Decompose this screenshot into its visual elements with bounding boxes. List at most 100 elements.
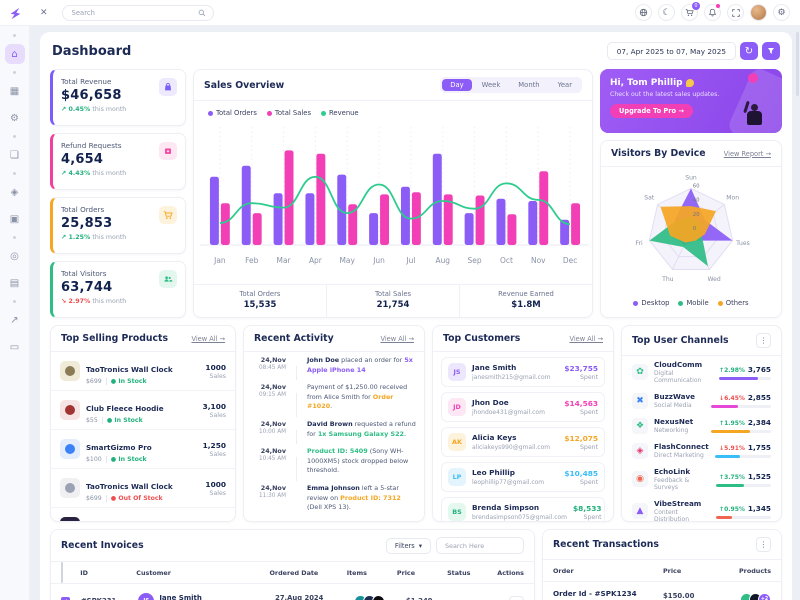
tab-week[interactable]: Week (481, 81, 501, 89)
activity-item: 24,Nov 11:30 AM Emma Johnson left a 5-sta… (244, 480, 424, 517)
language-button[interactable] (635, 4, 652, 21)
products-title: Top Selling Products (61, 333, 169, 344)
sidebar-item-integrations[interactable]: ◎ (5, 246, 25, 266)
tab-year[interactable]: Year (557, 81, 572, 89)
user-avatar[interactable] (750, 4, 767, 21)
upgrade-to-pro-button[interactable]: Upgrade To Pro → (610, 104, 693, 118)
view-all-link[interactable]: View All → (569, 334, 603, 343)
sidebar-item-settings[interactable]: ⚙ (5, 108, 25, 128)
activity-link[interactable]: Order #1020 (307, 392, 394, 411)
sales-bar-chart[interactable]: Jan Feb Mar Apr May Jun Jul Aug Sep Oct Nov Dec (194, 117, 592, 269)
stat-delta: ↗ 0.45% this month (61, 106, 127, 113)
kebab-menu-icon[interactable]: ⋮ (756, 333, 771, 348)
activity-link[interactable]: Product ID: 7312 (340, 493, 401, 502)
cart-button[interactable]: 0 (681, 2, 700, 21)
apps-grid-icon: ▦ (9, 85, 20, 97)
tab-day[interactable]: Day (442, 79, 472, 91)
view-report-link[interactable]: View Report → (723, 149, 771, 158)
more-products-badge: +2 (758, 593, 771, 600)
customer-row[interactable]: JS Jane Smith janesmith215@gmail.com $23,… (441, 357, 605, 387)
sidebar-item-invoices[interactable]: ▤ (5, 273, 25, 293)
row-actions-button[interactable]: ⋮ (509, 596, 525, 600)
refresh-button[interactable]: ↻ (740, 42, 758, 60)
column-header: Customer (136, 568, 171, 577)
sales-footer: Total Orders 15,535 Total Sales 21,754 Rev… (194, 284, 592, 317)
customer-row[interactable]: BS Brenda Simpson brendasimpson075@gmail.… (441, 497, 605, 521)
nexusnet-logo: ❖ (632, 417, 648, 434)
select-all-checkbox[interactable] (61, 562, 63, 583)
gift-box-icon: ▣ (9, 213, 20, 225)
sidebar-item-products[interactable]: ◈ (5, 182, 25, 202)
view-all-link[interactable]: View All → (380, 334, 414, 343)
dark-mode-button[interactable]: ☾ (658, 4, 675, 21)
svg-text:May: May (340, 256, 356, 265)
view-all-link[interactable]: View All → (191, 334, 225, 343)
legend-label: Total Sales (274, 109, 312, 117)
tab-month[interactable]: Month (518, 81, 540, 89)
activity-time: 10:00 AM (259, 429, 286, 436)
customer-row[interactable]: LP Leo Phillip leophillip77@gmail.com $10… (441, 462, 605, 492)
product-row[interactable]: SmartGizmo Pro $100 ● In Stock 1,250 Sales (51, 430, 235, 469)
svg-text:Jul: Jul (405, 256, 415, 265)
channel-row[interactable]: ✖ BuzzWave Social Media ↓6.45% 2,855 (622, 388, 781, 413)
upgrade-promo-card: Hi, Tom Phillip Check out the latest sal… (600, 69, 782, 133)
sidebar-divider-dot (13, 172, 16, 175)
filters-button[interactable]: Filters ▾ (385, 537, 431, 554)
channel-row[interactable]: ❖ NexusNet Networking ↑1.95% 2,384 (622, 413, 781, 438)
sidebar-item-dashboard[interactable]: ⌂ (4, 44, 25, 64)
channel-row[interactable]: ◉ EchoLink Feedback & Surveys ↑3.75% 1,525 (622, 463, 781, 495)
activity-link[interactable]: 5x Apple iPhone 14 (307, 356, 413, 374)
svg-text:Nov: Nov (531, 256, 546, 265)
channel-name: FlashConnect (654, 442, 709, 451)
product-row[interactable]: TaoTronics Wall Clock $699 ● In Stock 100… (51, 352, 235, 391)
transaction-row[interactable]: Order Id - #SPK1234 4 Items✓ Paid $150.0… (543, 582, 781, 600)
printer-icon: ▤ (9, 277, 20, 289)
date-range-input[interactable]: 07, Apr 2025 to 07, May 2025 (606, 42, 736, 60)
search-input[interactable] (69, 7, 198, 18)
sidebar-item-apps[interactable]: ▦ (5, 81, 25, 101)
product-row[interactable]: UltraMaze School Bag $59● In Stock 2,150… (51, 508, 235, 521)
svg-text:Apr: Apr (309, 256, 323, 265)
scrollbar[interactable] (796, 32, 799, 96)
product-row[interactable]: Club Fleece Hoodie $55 ● In Stock 3,100 Sa… (51, 391, 235, 430)
sidebar-item-cards[interactable]: ▭ (5, 337, 25, 357)
invoice-row[interactable]: ✓ #SPK231 JS Jane Smithjanesmith215@gmai… (51, 584, 534, 600)
activity-date: 24,Nov (260, 447, 286, 456)
channel-row[interactable]: ◈ FlashConnect Direct Marketing ↓5.91% 1,7… (622, 438, 781, 463)
customer-name: Alicia Keys (472, 433, 517, 442)
kebab-menu-icon[interactable]: ⋮ (756, 537, 771, 552)
stat-card-total-revenue: Total Revenue $46,658 ↗ 0.45% this month (50, 69, 186, 126)
sidebar-item-analytics[interactable]: ↗ (5, 310, 25, 330)
legend-label: Total Orders (216, 109, 257, 117)
sidebar-item-pages[interactable]: ❏ (5, 145, 25, 165)
customer-row[interactable]: AK Alicia Keys aliciakeys990@gmail.com $1… (441, 427, 605, 457)
sales-label: Sales (209, 489, 226, 497)
product-row[interactable]: TaoTronics Wall Clock $699 ● Out Of Stock… (51, 469, 235, 508)
legend-dot-mobile (678, 300, 684, 306)
row-checkbox[interactable]: ✓ (61, 596, 70, 600)
activity-link[interactable]: 1x Samsung Galaxy S22 (317, 429, 404, 438)
sidebar-divider-dot (13, 300, 16, 303)
settings-button[interactable]: ⚙ (773, 4, 790, 21)
close-icon[interactable]: ✕ (40, 7, 48, 18)
customer-row[interactable]: JD Jhon Doe jhondoe431@gmail.com $14,563 S… (441, 392, 605, 422)
column-header: Ordered Date (269, 568, 319, 577)
gear-icon: ⚙ (777, 7, 786, 18)
legend-dot-others (717, 300, 723, 306)
invoices-table-header: ID Customer Ordered Date Items Price Sta… (51, 562, 534, 584)
channel-name: NexusNet (654, 417, 694, 426)
notifications-button[interactable] (704, 4, 721, 21)
visitors-radar-chart[interactable]: Sun Mon Tues Wed Thu Fri Sat 0 20 40 60 (601, 169, 781, 297)
sidebar-divider-dot (13, 135, 16, 138)
stat-value: 63,744 (61, 280, 113, 295)
app-logo[interactable] (0, 6, 30, 20)
activity-link[interactable]: Product ID: 5409 (307, 447, 368, 456)
filter-button[interactable] (762, 42, 780, 60)
channel-row[interactable]: ✿ CloudComm Digital Communication ↑2.98% 3… (622, 356, 781, 388)
channel-desc: Networking (654, 427, 689, 434)
invoice-search-input[interactable] (443, 540, 517, 551)
sidebar-item-orders[interactable]: ▣ (5, 209, 25, 229)
channel-row[interactable]: ▲ VibeStream Content Distribution ↑0.95% 1… (622, 495, 781, 521)
fullscreen-button[interactable] (727, 4, 744, 21)
promo-illustration-person (751, 104, 758, 111)
